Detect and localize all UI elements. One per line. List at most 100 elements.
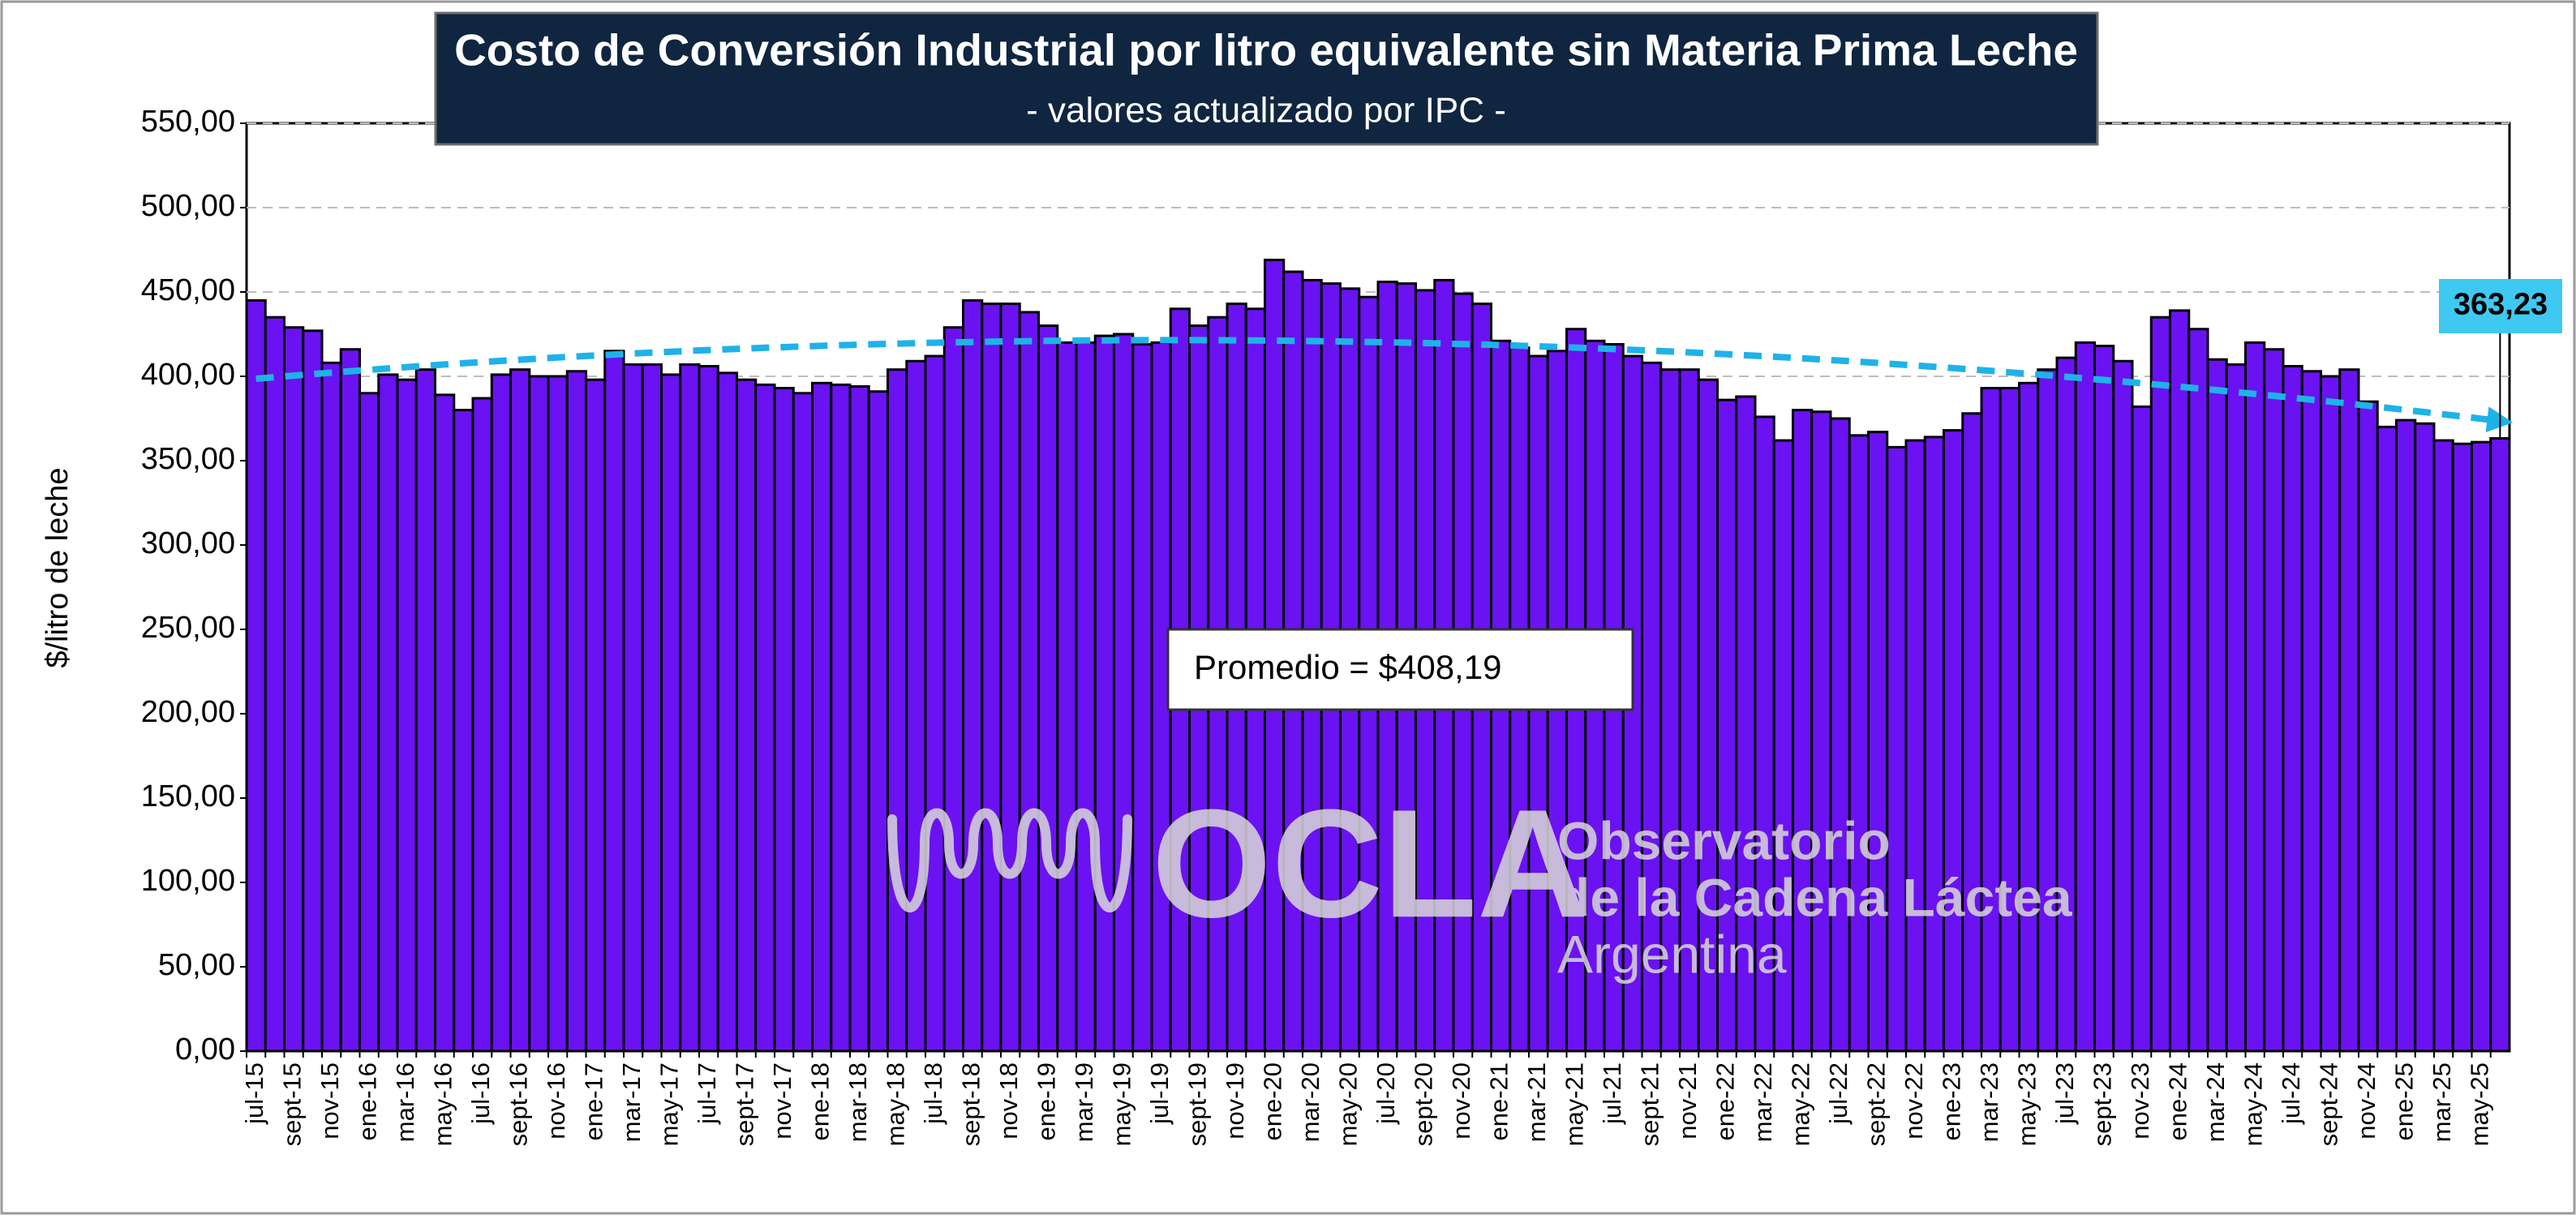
logo-line: Argentina [1557, 924, 1787, 984]
x-tick-label: mar-21 [1522, 1062, 1551, 1142]
x-tick-label: sept-15 [277, 1062, 306, 1146]
bar [1867, 431, 1889, 1053]
bar [565, 370, 587, 1053]
bar [2263, 348, 2285, 1053]
bar [830, 383, 852, 1053]
x-tick-label: mar-24 [2201, 1062, 2230, 1142]
bar [1904, 439, 1926, 1053]
ticks: 0,00 50,00 100,00 150,00 200,00 250,00 300,00 3… [141, 105, 2492, 1067]
bar [2414, 422, 2436, 1053]
x-tick-label: ene-20 [1258, 1062, 1286, 1141]
average-label: Promedio = $408,19 [1194, 648, 1501, 686]
bar [1961, 412, 1983, 1053]
bar [1792, 409, 1814, 1053]
chart-title: Costo de Conversión Industrial por litro… [454, 25, 2078, 75]
trend [255, 337, 2514, 433]
x-tick-label: mar-20 [1296, 1062, 1324, 1142]
x-tick-label: nov-17 [768, 1062, 796, 1140]
bar [1075, 341, 1097, 1053]
bar [2037, 368, 2059, 1053]
x-tick-label: may-22 [1786, 1062, 1814, 1146]
x-tick-label: ene-19 [1032, 1062, 1060, 1141]
bar [942, 326, 964, 1053]
average-box [1166, 628, 1634, 711]
x-tick-label: jul-15 [240, 1062, 268, 1125]
bar [2206, 358, 2228, 1053]
last-value-label: 363,23 [2454, 288, 2548, 322]
title-box [434, 11, 2099, 146]
bar [2338, 368, 2360, 1053]
bar [1131, 342, 1153, 1053]
x-tick-label: may-19 [1107, 1062, 1136, 1146]
bar [302, 329, 324, 1053]
x-tick-label: may-24 [2239, 1062, 2267, 1146]
x-tick-label: nov-22 [1900, 1062, 1928, 1140]
logo-line: Observatorio [1557, 810, 1891, 870]
x-tick-label: sept-16 [504, 1062, 532, 1146]
y-tick-label: 350,00 [141, 442, 235, 476]
x-labels: jul-15 sept-15 nov-15 ene-16 mar-16 may-16 jul… [240, 1062, 2494, 1146]
x-tick-label: may-23 [2012, 1062, 2041, 1146]
x-tick-label: ene-18 [805, 1062, 834, 1141]
last-value-box [2439, 279, 2562, 333]
bar [905, 359, 927, 1053]
y-tick-label: 150,00 [141, 779, 235, 813]
bar [887, 368, 908, 1053]
x-tick-label: sept-22 [1861, 1062, 1890, 1146]
x-tick-label: ene-21 [1484, 1062, 1513, 1141]
bar [414, 368, 436, 1053]
bar [2074, 341, 2096, 1053]
bar [1037, 324, 1059, 1053]
bar [867, 390, 889, 1053]
bar [509, 368, 531, 1053]
bar [2357, 400, 2379, 1053]
x-tick-label: sept-17 [730, 1062, 758, 1146]
bar [358, 392, 380, 1053]
logo-line: de la Cadena Láctea [1557, 867, 2073, 927]
x-tick-label: may-16 [428, 1062, 457, 1146]
x-tick-label: mar-25 [2428, 1062, 2456, 1142]
x-tick-label: ene-22 [1711, 1062, 1739, 1141]
bar [490, 373, 512, 1053]
bar [585, 378, 607, 1053]
x-tick-label: ene-16 [353, 1062, 381, 1141]
y-tick-label: 450,00 [141, 273, 235, 307]
bar [773, 387, 795, 1053]
x-tick-label: sept-19 [1183, 1062, 1211, 1146]
x-tick-label: may-20 [1333, 1062, 1362, 1146]
x-tick-label: ene-24 [2163, 1062, 2192, 1141]
x-tick-label: nov-23 [2126, 1062, 2154, 1140]
bar [283, 326, 305, 1053]
bar [1999, 387, 2020, 1053]
bar [245, 298, 267, 1053]
watermark: OCLA Observatorio de la Cadena Láctea Ar… [887, 778, 2073, 984]
bar [1093, 334, 1115, 1053]
y-tick-label: 400,00 [141, 358, 235, 392]
bar [698, 365, 719, 1053]
bar [2300, 370, 2322, 1053]
x-tick-label: mar-16 [391, 1062, 419, 1142]
bar [2131, 405, 2153, 1053]
x-tick-label: ene-17 [579, 1062, 608, 1141]
bar [754, 383, 776, 1053]
bar [1810, 410, 1832, 1053]
x-tick-label: jul-21 [1598, 1062, 1626, 1125]
bar [1980, 387, 2002, 1053]
x-tick-label: mar-18 [844, 1062, 872, 1142]
bar [962, 298, 984, 1053]
bar [1848, 434, 1870, 1053]
bar [2376, 425, 2398, 1053]
bar [622, 363, 644, 1053]
y-axis-label: $/litro de leche [41, 467, 75, 667]
bar [603, 350, 625, 1053]
bar [377, 373, 399, 1053]
y-tick-label: 250,00 [141, 611, 235, 645]
bar [2112, 359, 2134, 1053]
bar [2093, 345, 2115, 1053]
bar [339, 348, 361, 1053]
bar [811, 381, 833, 1053]
bar [2055, 356, 2077, 1053]
bar [453, 409, 474, 1053]
x-tick-label: sept-24 [2314, 1062, 2342, 1146]
